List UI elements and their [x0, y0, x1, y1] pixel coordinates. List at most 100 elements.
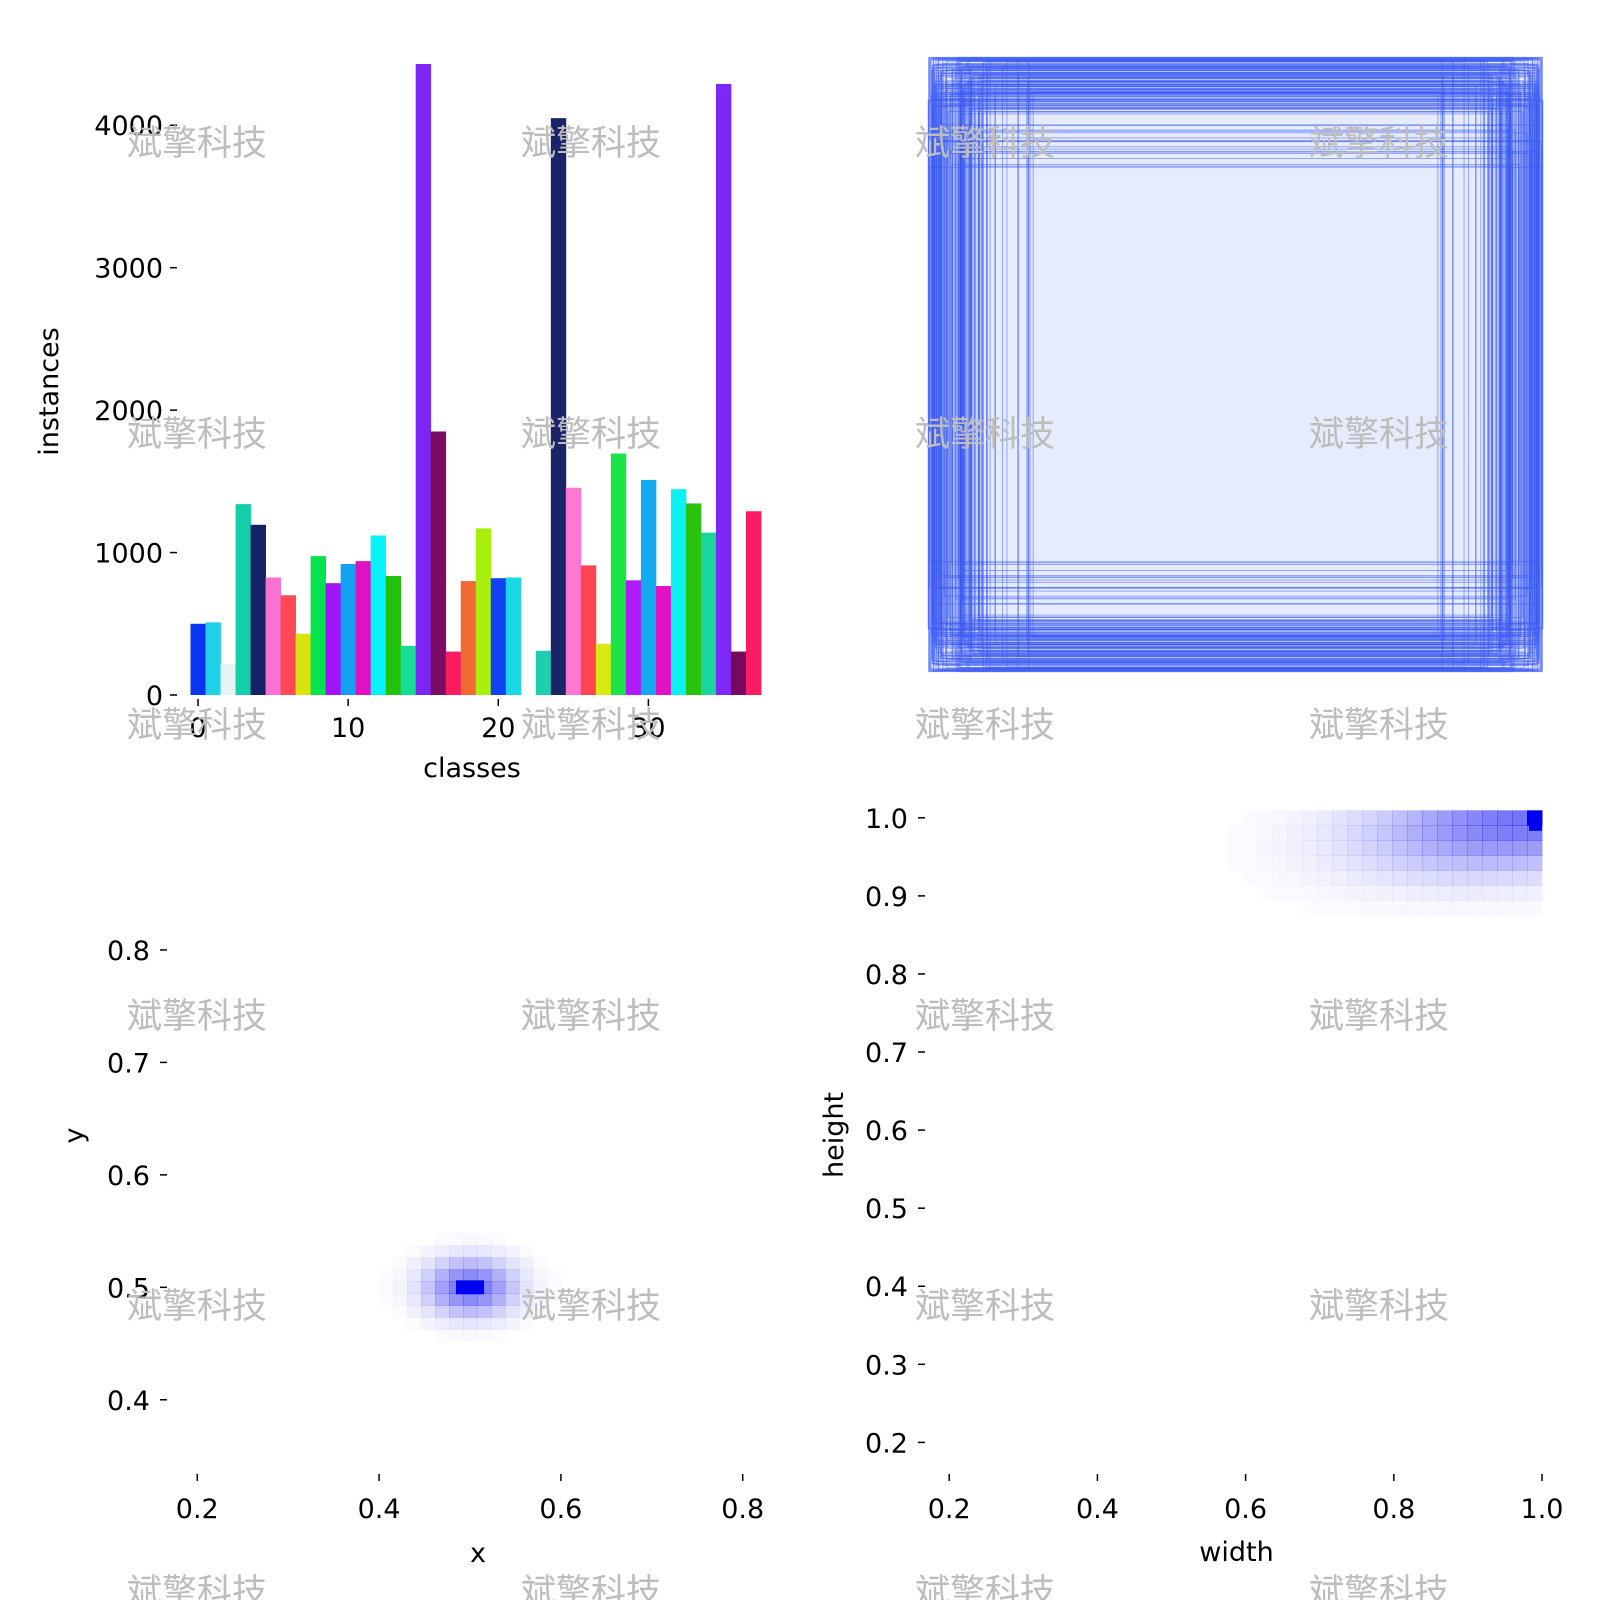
class-bar-0 — [190, 623, 206, 695]
wh-density-cell — [1317, 855, 1333, 871]
xy-density-cell — [505, 1281, 520, 1294]
xy-density-cell — [505, 1293, 520, 1306]
xy-density-cell — [519, 1281, 534, 1294]
wh-density-cell — [1512, 870, 1528, 886]
wh-density-cell — [1362, 810, 1378, 826]
xy-density-cell — [435, 1233, 450, 1246]
wh-density-cell — [1452, 885, 1468, 901]
wh-density-cell — [1467, 855, 1483, 871]
box-outline-103 — [951, 93, 1520, 636]
wh-density-cell — [1422, 885, 1438, 901]
wh-density-cell — [1347, 825, 1363, 841]
xy-density-cell — [435, 1305, 450, 1318]
watermark-text: 斌擎科技 — [127, 706, 267, 746]
wh-density-cell — [1482, 870, 1498, 886]
class-bar-37 — [745, 511, 762, 695]
xy-density-cell — [463, 1269, 478, 1282]
box-outline-80 — [978, 96, 1493, 633]
wh-density-cell — [1257, 825, 1273, 841]
box-outline-124 — [1026, 88, 1445, 641]
class-bar-23 — [535, 650, 552, 695]
wh-density-cell — [1242, 840, 1258, 856]
xy-density-cell — [491, 1305, 506, 1318]
xy-density-cell — [407, 1317, 422, 1330]
x-tick-label: 0.6 — [539, 1494, 582, 1525]
watermark-text: 斌擎科技 — [127, 997, 267, 1037]
wh-density-cell — [1482, 840, 1498, 856]
xy-density-cell — [491, 1293, 506, 1306]
wh-density-cell — [1377, 825, 1393, 841]
wh-density-cell — [1272, 825, 1288, 841]
x-tick-label: 0.2 — [176, 1494, 219, 1525]
xy-density-cell — [421, 1293, 436, 1306]
wh-density-cell — [1497, 825, 1513, 841]
y-tick-label: 0.3 — [865, 1350, 908, 1381]
wh-density-cell — [1377, 885, 1393, 901]
watermark-text: 斌擎科技 — [915, 997, 1055, 1037]
box-outline-144 — [932, 67, 1539, 662]
wh-density-cell — [1422, 900, 1438, 916]
box-outline-120 — [960, 65, 1511, 664]
xy-density-cell — [505, 1305, 520, 1318]
watermark-text: 斌擎科技 — [127, 1287, 267, 1327]
watermark-text: 斌擎科技 — [915, 124, 1055, 164]
wh-density-cell — [1422, 870, 1438, 886]
wh-density-cell — [1317, 900, 1333, 916]
watermark-text: 斌擎科技 — [127, 415, 267, 455]
x-tick-label: 0.4 — [1076, 1494, 1119, 1525]
wh-density-cell — [1482, 900, 1498, 916]
wh-density-cell — [1242, 870, 1258, 886]
wh-density-cell — [1242, 855, 1258, 871]
box-outline-130 — [970, 108, 1501, 621]
wh-density-cell — [1512, 855, 1528, 871]
wh-density-panel: 0.2 0.3 0.4 0.5 0.6 0.7 0.8 0.9 1.0 0.2 0.4 0.6 0.8 1… — [819, 804, 1563, 1568]
xy-density-cell — [463, 1293, 478, 1306]
wh-density-cell — [1272, 870, 1288, 886]
xy-density-cell — [477, 1317, 492, 1330]
x-axis-title: classes — [423, 753, 521, 784]
class-bar-20 — [490, 578, 507, 695]
wh-density-cell — [1347, 840, 1363, 856]
xy-density-cell — [477, 1329, 492, 1342]
watermark-text: 斌擎科技 — [521, 415, 661, 455]
box-outline-141 — [1029, 91, 1442, 638]
wh-density-cell — [1512, 825, 1528, 841]
xy-density-cell — [491, 1245, 506, 1258]
wh-density-cell — [1362, 885, 1378, 901]
xy-density-cell — [463, 1257, 478, 1270]
class-bar-28 — [610, 453, 627, 695]
wh-density-cell — [1347, 855, 1363, 871]
wh-density-cell — [1227, 840, 1243, 856]
xy-density-cell — [463, 1329, 478, 1342]
box-outline-146 — [994, 92, 1477, 637]
wh-density-cell — [1512, 885, 1528, 901]
wh-density-cell — [1287, 855, 1303, 871]
class-bar-7 — [295, 633, 312, 695]
wh-density-cell — [1407, 840, 1423, 856]
wh-density-cell — [1287, 870, 1303, 886]
y-tick-label: 1.0 — [865, 804, 908, 835]
xy-density-cell — [519, 1245, 534, 1258]
wh-density-cell — [1437, 885, 1453, 901]
class-bar-2 — [220, 664, 236, 695]
wh-density-cell — [1257, 810, 1273, 826]
wh-density-cell — [1392, 810, 1408, 826]
wh-density-cell — [1407, 825, 1423, 841]
xy-density-cell — [449, 1329, 464, 1342]
wh-density-cell — [1257, 870, 1273, 886]
wh-density-cell — [1242, 825, 1258, 841]
wh-density-cell — [1332, 810, 1348, 826]
wh-density-cell — [1482, 885, 1498, 901]
x-tick-label: 0.2 — [928, 1494, 971, 1525]
wh-density-cell — [1272, 840, 1288, 856]
xy-density-cell — [379, 1281, 394, 1294]
wh-density-cell — [1392, 855, 1408, 871]
wh-density-cell — [1347, 900, 1363, 916]
xy-density-cell — [449, 1257, 464, 1270]
y-tick-label: 0.4 — [107, 1386, 150, 1417]
wh-density-cell — [1497, 810, 1513, 826]
wh-density-cell — [1482, 855, 1498, 871]
class-bar-15 — [415, 64, 432, 695]
class-bar-24 — [550, 118, 567, 695]
wh-density-cell — [1332, 825, 1348, 841]
